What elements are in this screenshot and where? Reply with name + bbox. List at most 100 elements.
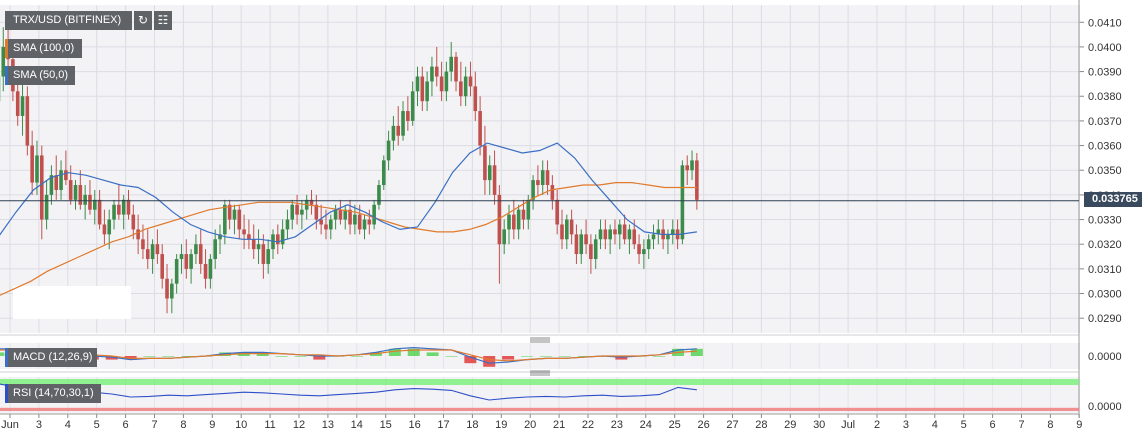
macd-histogram-bar <box>691 349 703 356</box>
x-tick-label: 3 <box>903 419 909 431</box>
candle-body <box>136 229 140 239</box>
candle-body <box>194 244 198 254</box>
x-tick-label: 7 <box>151 419 157 431</box>
candle-body <box>685 165 689 170</box>
x-tick-label: 13 <box>322 419 334 431</box>
candle-body <box>247 234 251 239</box>
candle-body <box>16 91 20 116</box>
candle-body <box>122 200 126 215</box>
indicators-icon[interactable]: ☷ <box>154 11 172 30</box>
candle-body <box>536 180 540 185</box>
candle-body <box>454 57 458 82</box>
candle-body <box>237 210 241 230</box>
y-tick-label: 0.0290 <box>1088 313 1122 325</box>
x-tick-label: 8 <box>180 419 186 431</box>
rsi-legend[interactable]: RSI (14,70,30,1) <box>5 384 101 403</box>
macd-histogram-bar <box>427 352 439 356</box>
candle-body <box>209 259 213 279</box>
x-tick-label: 6 <box>990 419 996 431</box>
symbol-label: TRX/USD (BITFINEX) <box>5 11 132 30</box>
macd-histogram-bar <box>559 356 571 357</box>
x-tick-label: 3 <box>36 419 42 431</box>
x-tick-label: 28 <box>755 419 767 431</box>
current-price-text: 0.033765 <box>1092 193 1138 205</box>
candle-body <box>469 77 473 87</box>
candle-body <box>184 254 188 269</box>
rsi-swatch <box>5 384 8 403</box>
candle-body <box>546 170 550 185</box>
candle-body <box>406 111 410 121</box>
candle-body <box>93 200 97 210</box>
candle-body <box>175 259 179 284</box>
candle-body <box>223 205 227 235</box>
candle-body <box>26 96 30 145</box>
candle-body <box>262 244 266 264</box>
sma100-legend[interactable]: SMA (100,0) <box>5 39 82 58</box>
y-tick-label: 0.0320 <box>1088 239 1122 251</box>
candle-body <box>295 205 299 215</box>
x-tick-label: 19 <box>495 419 507 431</box>
candle-body <box>127 200 131 215</box>
candle-body <box>88 195 92 210</box>
candle-body <box>666 234 670 239</box>
candle-body <box>141 239 145 249</box>
candle-body <box>74 185 78 200</box>
x-tick-label: 4 <box>932 419 938 431</box>
x-tick-label: 14 <box>351 419 363 431</box>
symbol-text: TRX/USD (BITFINEX) <box>13 14 121 26</box>
y-tick-label: 0.0390 <box>1088 67 1122 79</box>
x-tick-label: 20 <box>524 419 536 431</box>
candle-body <box>695 160 699 199</box>
candle-body <box>117 205 121 215</box>
candle-body <box>358 215 362 230</box>
candle-body <box>300 210 304 215</box>
x-tick-label: Jun <box>1 419 19 431</box>
candle-body <box>493 165 497 195</box>
candle-body <box>213 239 217 259</box>
macd-histogram-bar <box>0 352 4 356</box>
candle-body <box>54 175 58 190</box>
x-tick-label: 10 <box>235 419 247 431</box>
candle-body <box>59 170 63 190</box>
macd-legend-text: MACD (12,26,9) <box>13 351 92 363</box>
x-tick-label: 21 <box>553 419 565 431</box>
x-tick-label: 29 <box>784 419 796 431</box>
candle-body <box>584 234 588 244</box>
candle-body <box>146 249 150 259</box>
candle-body <box>319 220 323 225</box>
candle-body <box>690 160 694 170</box>
candle-body <box>281 229 285 244</box>
x-tick-label: 30 <box>813 419 825 431</box>
candle-body <box>339 210 343 220</box>
x-tick-label: 18 <box>466 419 478 431</box>
candle-body <box>286 220 290 230</box>
candle-body <box>637 244 641 254</box>
sma50-legend[interactable]: SMA (50,0) <box>5 66 75 85</box>
macd-histogram-bar <box>540 356 552 357</box>
macd-histogram-bar <box>162 356 174 357</box>
candle-body <box>599 229 603 239</box>
candle-body <box>483 146 487 181</box>
macd-legend[interactable]: MACD (12,26,9) <box>5 348 97 367</box>
sma100-legend-text: SMA (100,0) <box>13 42 74 54</box>
x-tick-label: 15 <box>380 419 392 431</box>
x-tick-label: 5 <box>961 419 967 431</box>
refresh-icon[interactable]: ↻ <box>134 11 152 30</box>
macd-swatch <box>5 348 8 367</box>
candle-body <box>459 81 463 96</box>
candle-body <box>107 220 111 235</box>
candle-body <box>387 141 391 161</box>
candle-body <box>199 244 203 264</box>
y-tick-label: 0.0410 <box>1088 17 1122 29</box>
y-tick-label: 0.0350 <box>1088 165 1122 177</box>
x-tick-label: 4 <box>65 419 71 431</box>
candle-body <box>377 185 381 205</box>
candle-body <box>160 254 164 279</box>
candle-body <box>83 195 87 205</box>
candle-body <box>30 146 34 183</box>
candle-body <box>257 244 261 249</box>
candle-body <box>392 126 396 141</box>
candle-body <box>103 224 107 234</box>
